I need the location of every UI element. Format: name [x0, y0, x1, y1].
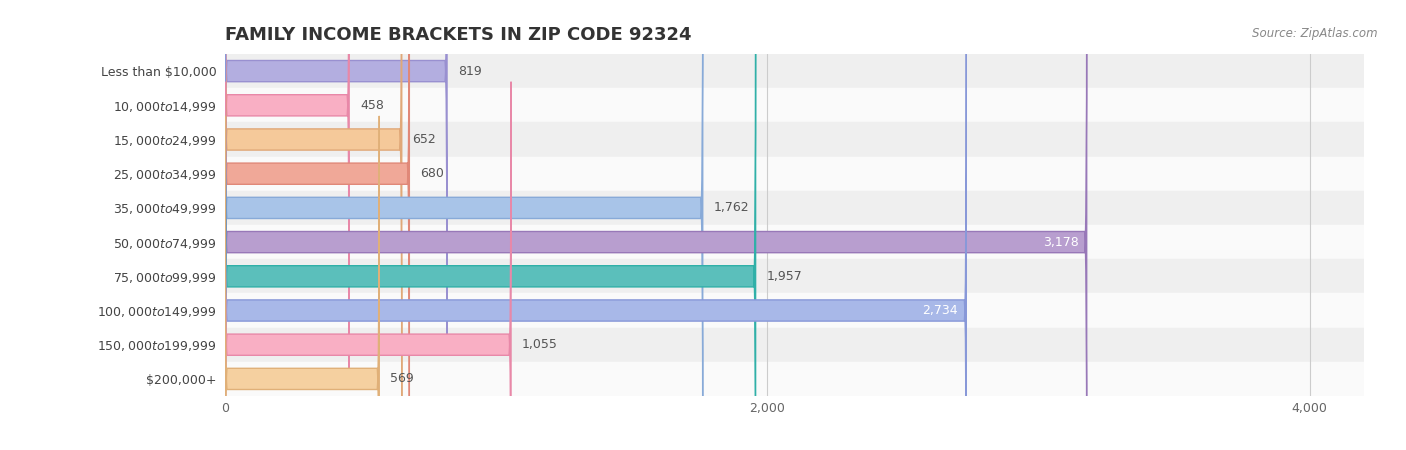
Text: 569: 569 [389, 373, 413, 385]
FancyBboxPatch shape [225, 116, 380, 450]
Bar [225, 54, 1364, 88]
FancyBboxPatch shape [225, 14, 755, 450]
FancyBboxPatch shape [225, 0, 349, 368]
Bar [225, 191, 1364, 225]
FancyBboxPatch shape [225, 0, 1087, 450]
Text: 819: 819 [458, 65, 482, 77]
Text: Source: ZipAtlas.com: Source: ZipAtlas.com [1253, 27, 1378, 40]
Text: 680: 680 [420, 167, 444, 180]
FancyBboxPatch shape [225, 0, 703, 450]
Text: FAMILY INCOME BRACKETS IN ZIP CODE 92324: FAMILY INCOME BRACKETS IN ZIP CODE 92324 [225, 26, 692, 44]
Bar [225, 225, 1364, 259]
Text: 1,957: 1,957 [766, 270, 803, 283]
FancyBboxPatch shape [225, 82, 510, 450]
Bar [225, 293, 1364, 328]
Bar [225, 259, 1364, 293]
Bar [225, 328, 1364, 362]
Text: 458: 458 [360, 99, 384, 112]
FancyBboxPatch shape [225, 0, 447, 334]
FancyBboxPatch shape [225, 0, 402, 402]
Text: 1,762: 1,762 [714, 202, 749, 214]
Text: 2,734: 2,734 [922, 304, 957, 317]
Text: 3,178: 3,178 [1043, 236, 1078, 248]
Text: 1,055: 1,055 [522, 338, 558, 351]
Text: 652: 652 [412, 133, 436, 146]
FancyBboxPatch shape [225, 0, 409, 436]
Bar [225, 157, 1364, 191]
FancyBboxPatch shape [225, 48, 966, 450]
Bar [225, 88, 1364, 122]
Bar [225, 362, 1364, 396]
Bar [225, 122, 1364, 157]
